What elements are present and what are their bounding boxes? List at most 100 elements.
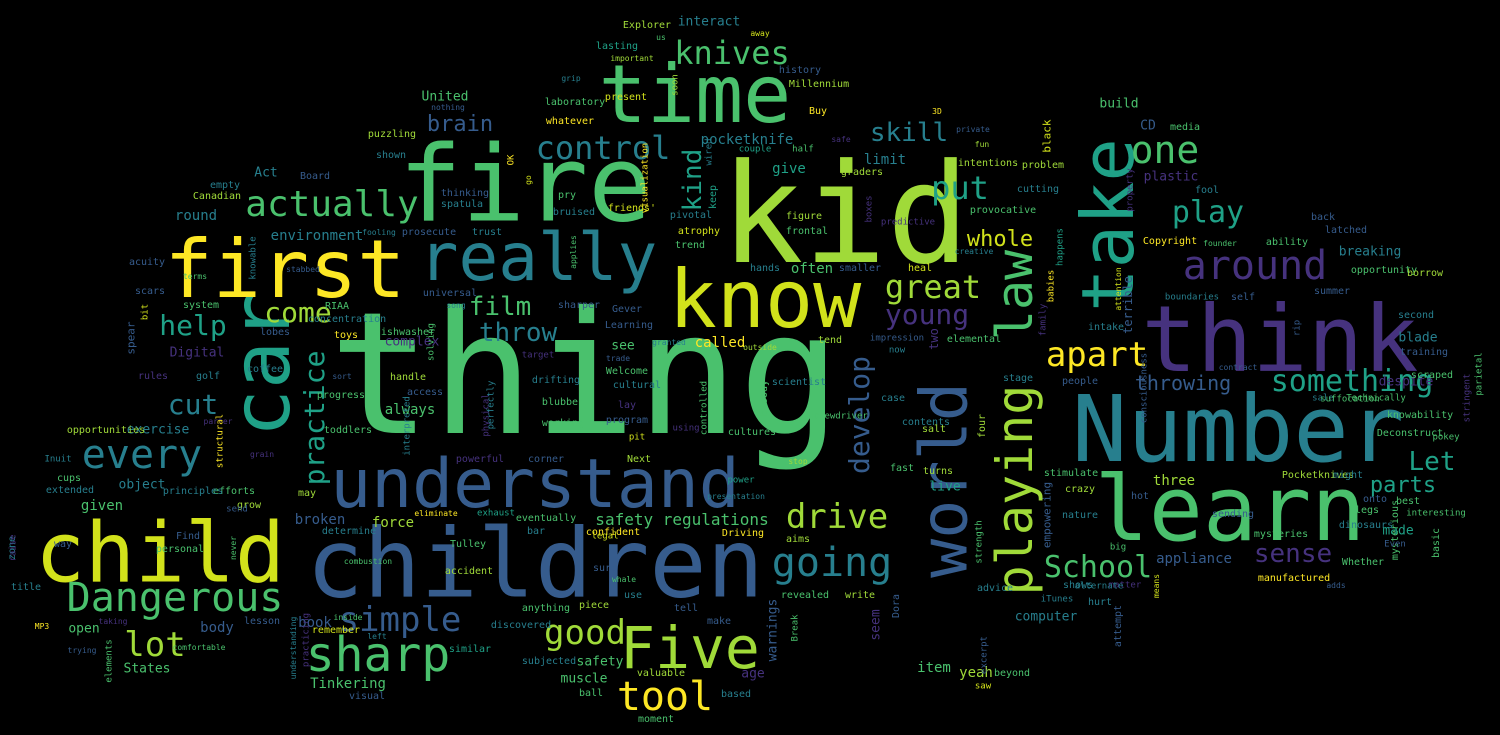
word-empty: empty — [209, 180, 241, 191]
word-plastic: plastic — [1143, 169, 1199, 185]
word-second: second — [1397, 310, 1435, 321]
word-present: present — [604, 92, 648, 103]
word-pocketknives: Pocketknives — [1281, 470, 1355, 481]
word-write: write — [844, 590, 876, 601]
word-environment: environment — [270, 228, 364, 244]
word-bar: bar — [526, 526, 546, 537]
word-something: something — [1270, 364, 1434, 399]
word-item: item — [917, 660, 951, 676]
word-skill: skill — [869, 118, 949, 148]
word-whatever: whatever — [545, 116, 595, 127]
word-driving: Driving — [721, 528, 765, 539]
word-shown: shown — [375, 150, 407, 161]
word-power: power — [727, 475, 755, 486]
word-united: United — [421, 89, 469, 105]
word-heal: heal — [907, 263, 933, 274]
word-first: first — [164, 223, 406, 316]
word-target: target — [521, 350, 555, 361]
word-pokey: pokey — [1432, 432, 1460, 443]
word-see: see — [611, 338, 635, 354]
word-fast: fast — [889, 463, 915, 474]
word-contents: contents — [901, 417, 951, 428]
word-children: children — [306, 509, 764, 620]
word-going: going — [771, 540, 893, 586]
word-complex: complex — [384, 334, 440, 350]
word-lobes: lobes — [259, 327, 291, 338]
word-impression: impression — [869, 333, 925, 344]
word-digital: Digital — [169, 345, 225, 361]
word-frontal: frontal — [785, 226, 829, 237]
word-next: Next — [626, 454, 652, 465]
word-safety-regulations: safety regulations — [595, 510, 769, 529]
word-throw: throw — [478, 318, 558, 348]
word-pit: pit — [628, 432, 646, 443]
word-simple: simple — [338, 600, 462, 640]
word-safe: safe — [831, 135, 851, 144]
word-itunes: iTunes — [1040, 594, 1074, 605]
word-sense: sense — [1253, 539, 1333, 569]
word-appliance: appliance — [1156, 551, 1232, 567]
word-spatula: spatula — [440, 199, 484, 210]
word-send: send — [226, 504, 248, 515]
word-welcome: Welcome — [605, 366, 649, 377]
word-two: two — [927, 328, 941, 350]
word-rip: rip — [1292, 319, 1303, 337]
word-big: big — [1109, 542, 1127, 553]
word-muscle: muscle — [560, 671, 608, 687]
word-ok: OK — [506, 154, 517, 166]
word-given: given — [80, 498, 124, 514]
word-cups: cups — [56, 473, 82, 484]
word-fool: fool — [1194, 185, 1220, 196]
word-discovered: discovered — [490, 620, 552, 631]
word-raise: raise — [8, 534, 19, 562]
word-know: know — [668, 253, 862, 346]
word-elements: elements — [104, 639, 115, 683]
word-millennium: Millennium — [788, 79, 850, 90]
word-blubber: blubber — [541, 397, 585, 408]
word-young: young — [884, 298, 970, 331]
word-babies: babies — [1046, 269, 1057, 303]
word-practicing: practicing — [301, 612, 312, 668]
word-problem: problem — [1021, 160, 1065, 171]
word-around: around — [1182, 243, 1328, 289]
word-yeah: yeah — [959, 665, 993, 681]
word-age: age — [741, 666, 765, 682]
word-learning: Learning — [604, 320, 654, 331]
word-use: use — [623, 590, 643, 601]
word-exhaust: exhaust — [477, 508, 515, 519]
word-combustion: combustion — [343, 557, 393, 566]
word-granted: granted — [652, 338, 686, 347]
word-legal: legal — [591, 531, 619, 542]
word-blade: blade — [1398, 330, 1438, 346]
word-dishwasher: dishwasher — [374, 327, 436, 338]
word-object: object — [118, 477, 166, 493]
word-build: build — [1099, 96, 1139, 112]
word-grow: grow — [236, 500, 262, 511]
word-mp3: MP3 — [34, 622, 50, 631]
word-onto: onto — [1362, 494, 1388, 505]
word-whale: whale — [611, 575, 637, 584]
word-knives: knives — [674, 34, 790, 72]
word-go: go — [524, 175, 533, 185]
word-bruised: bruised — [552, 207, 596, 218]
word-really: really — [418, 219, 658, 296]
word-tulley: Tulley — [449, 539, 487, 550]
word-ability: ability — [1265, 237, 1309, 248]
word-aims: aims — [785, 534, 811, 545]
word-ball: ball — [578, 688, 604, 699]
word-might: might — [1332, 470, 1364, 481]
word-intentions: intentions — [957, 158, 1019, 169]
word-intake: intake — [1087, 322, 1125, 333]
word-rules: rules — [137, 371, 169, 382]
word-eliminate: eliminate — [414, 509, 458, 518]
word-child: child — [35, 504, 285, 602]
word-number: Number — [1071, 376, 1405, 483]
word-couple: couple — [738, 144, 772, 155]
word-even: Even — [1384, 539, 1406, 550]
word-inuit: Inuit — [44, 454, 72, 465]
word-come: come — [264, 296, 332, 329]
word-accident: accident — [444, 566, 494, 577]
word-solving: solving — [426, 323, 437, 361]
word-figure: figure — [785, 211, 823, 222]
word-despite: despite — [1378, 374, 1434, 390]
